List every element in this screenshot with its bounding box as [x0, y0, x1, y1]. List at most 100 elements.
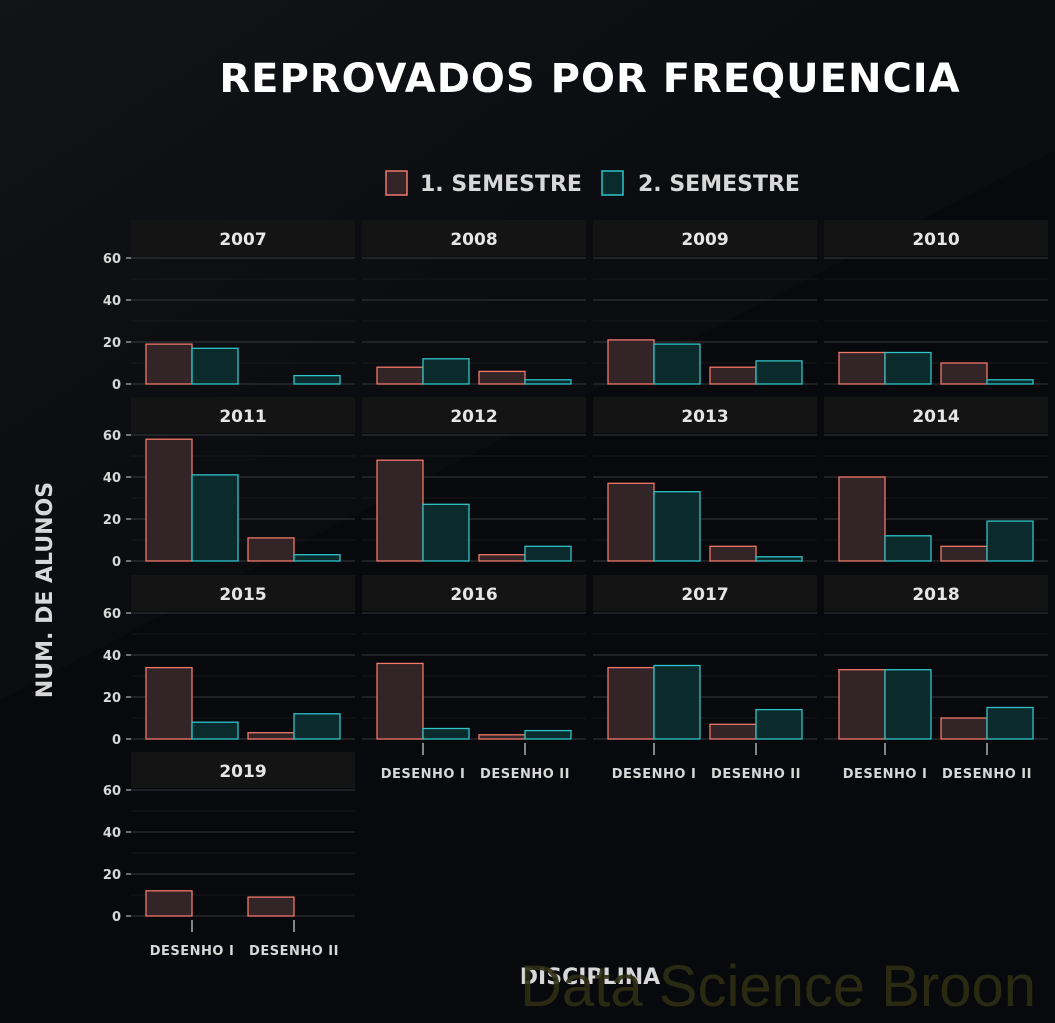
bar-2016-desenho-ii-sem2 — [524, 729, 572, 740]
facet-strip — [362, 397, 586, 433]
facet-strip — [362, 220, 586, 256]
bar-2011-desenho-ii-sem2 — [293, 554, 341, 562]
bar-2016-desenho-i-sem2 — [422, 727, 470, 740]
facet-panel-2007: 2007 0 20 40 60 — [103, 220, 355, 393]
facet-panel-2015: 2015 0 20 40 60 — [103, 575, 355, 748]
bar-2012-desenho-i-sem2 — [422, 503, 470, 562]
bar-2018-desenho-i-sem1 — [838, 669, 886, 740]
x-tick-label: DESENHO I — [612, 767, 697, 782]
chart-title: REPROVADOS POR FREQUENCIA — [219, 56, 960, 102]
bar-2008-desenho-i-sem2 — [422, 358, 470, 385]
bar-2016-desenho-i-sem1 — [376, 662, 424, 740]
x-tick-label: DESENHO II — [942, 767, 1032, 782]
bar-2017-desenho-ii-sem2 — [755, 708, 803, 740]
facet-strip-label: 2013 — [681, 407, 728, 427]
y-tick-label: 0 — [112, 555, 121, 570]
bar-2015-desenho-i-sem1 — [145, 666, 193, 740]
bar-2017-desenho-i-sem2 — [653, 664, 701, 740]
facet-panel-2010: 2010 — [824, 220, 1048, 385]
bar-2015-desenho-ii-sem2 — [293, 713, 341, 740]
bar-2014-desenho-ii-sem1 — [940, 545, 988, 562]
bar-2018-desenho-ii-sem1 — [940, 717, 988, 740]
facet-panel-2008: 2008 — [362, 220, 586, 385]
bar-2018-desenho-i-sem2 — [884, 669, 932, 740]
facet-grid: 2007 0 20 40 60 2008 2009 2010 2011 0 20 40 60 2012 20… — [103, 220, 1048, 959]
facet-strip — [131, 220, 355, 256]
y-tick-label: 60 — [103, 784, 121, 799]
bar-2008-desenho-ii-sem1 — [478, 370, 526, 385]
facet-panel-2012: 2012 — [362, 397, 586, 562]
facet-strip-label: 2011 — [219, 407, 266, 427]
y-axis-label: NUM. DE ALUNOS — [33, 482, 58, 698]
bar-2009-desenho-ii-sem2 — [755, 360, 803, 385]
bar-2014-desenho-ii-sem2 — [986, 520, 1034, 562]
facet-panel-2009: 2009 — [593, 220, 817, 385]
bar-2011-desenho-i-sem2 — [191, 474, 239, 562]
facet-panel-2014: 2014 — [824, 397, 1048, 562]
watermark: Data Science Broon — [520, 954, 1036, 1019]
legend-swatch-sem1 — [385, 170, 408, 196]
facet-strip — [824, 397, 1048, 433]
facet-panel-2017: 2017 DESENHO I DESENHO II — [593, 575, 817, 782]
legend-label-sem1: 1. SEMESTRE — [420, 172, 582, 197]
bar-2018-desenho-ii-sem2 — [986, 706, 1034, 740]
x-tick-label: DESENHO II — [480, 767, 570, 782]
facet-panel-2016: 2016 DESENHO I DESENHO II — [362, 575, 586, 782]
facet-strip-label: 2007 — [219, 230, 266, 250]
facet-strip-label: 2019 — [219, 762, 266, 782]
bar-2013-desenho-i-sem1 — [607, 482, 655, 562]
facet-strip — [593, 575, 817, 611]
y-tick-label: 60 — [103, 252, 121, 267]
facet-strip-label: 2016 — [450, 585, 497, 605]
bar-2014-desenho-i-sem1 — [838, 476, 886, 562]
y-tick-label: 0 — [112, 910, 121, 925]
legend: 1. SEMESTRE 2. SEMESTRE — [385, 170, 800, 197]
facet-panel-2018: 2018 DESENHO I DESENHO II — [824, 575, 1048, 782]
y-tick-label: 40 — [103, 649, 121, 664]
bar-2011-desenho-ii-sem1 — [247, 537, 295, 562]
bar-2012-desenho-i-sem1 — [376, 459, 424, 562]
bar-2017-desenho-i-sem1 — [607, 666, 655, 740]
background-shade — [0, 0, 1055, 700]
facet-strip-label: 2010 — [912, 230, 959, 250]
y-tick-label: 20 — [103, 336, 121, 351]
y-tick-label: 0 — [112, 378, 121, 393]
y-tick-label: 20 — [103, 513, 121, 528]
facet-strip — [593, 397, 817, 433]
facet-strip-label: 2014 — [912, 407, 959, 427]
x-tick-label: DESENHO I — [381, 767, 466, 782]
legend-swatch-sem2 — [601, 170, 624, 196]
bar-2012-desenho-ii-sem2 — [524, 545, 572, 562]
facet-panel-2013: 2013 — [593, 397, 817, 562]
facet-strip-label: 2018 — [912, 585, 959, 605]
legend-label-sem2: 2. SEMESTRE — [638, 172, 800, 197]
bar-2010-desenho-ii-sem2 — [986, 379, 1034, 385]
x-tick-label: DESENHO II — [249, 944, 339, 959]
facet-strip — [824, 220, 1048, 256]
facet-strip-label: 2012 — [450, 407, 497, 427]
bar-2009-desenho-i-sem2 — [653, 343, 701, 385]
bar-2010-desenho-ii-sem1 — [940, 362, 988, 385]
facet-strip-label: 2015 — [219, 585, 266, 605]
bar-2011-desenho-i-sem1 — [145, 438, 193, 562]
facet-strip — [824, 575, 1048, 611]
bar-2009-desenho-ii-sem1 — [709, 366, 757, 385]
bar-2008-desenho-ii-sem2 — [524, 379, 572, 385]
bar-2016-desenho-ii-sem1 — [478, 734, 526, 740]
facet-strip-label: 2009 — [681, 230, 728, 250]
bar-2009-desenho-i-sem1 — [607, 339, 655, 385]
bar-2015-desenho-i-sem2 — [191, 721, 239, 740]
facet-strip-label: 2008 — [450, 230, 497, 250]
bar-2012-desenho-ii-sem1 — [478, 554, 526, 562]
facet-strip — [131, 575, 355, 611]
bar-2010-desenho-i-sem1 — [838, 351, 886, 385]
facet-strip-label: 2017 — [681, 585, 728, 605]
facet-panel-2019: 2019 0 20 40 60 DESENHO I DESENHO II — [103, 752, 355, 959]
bar-2008-desenho-i-sem1 — [376, 366, 424, 385]
y-tick-label: 60 — [103, 429, 121, 444]
bar-2015-desenho-ii-sem1 — [247, 732, 295, 740]
y-tick-label: 40 — [103, 294, 121, 309]
bar-2007-desenho-ii-sem2 — [293, 374, 341, 385]
